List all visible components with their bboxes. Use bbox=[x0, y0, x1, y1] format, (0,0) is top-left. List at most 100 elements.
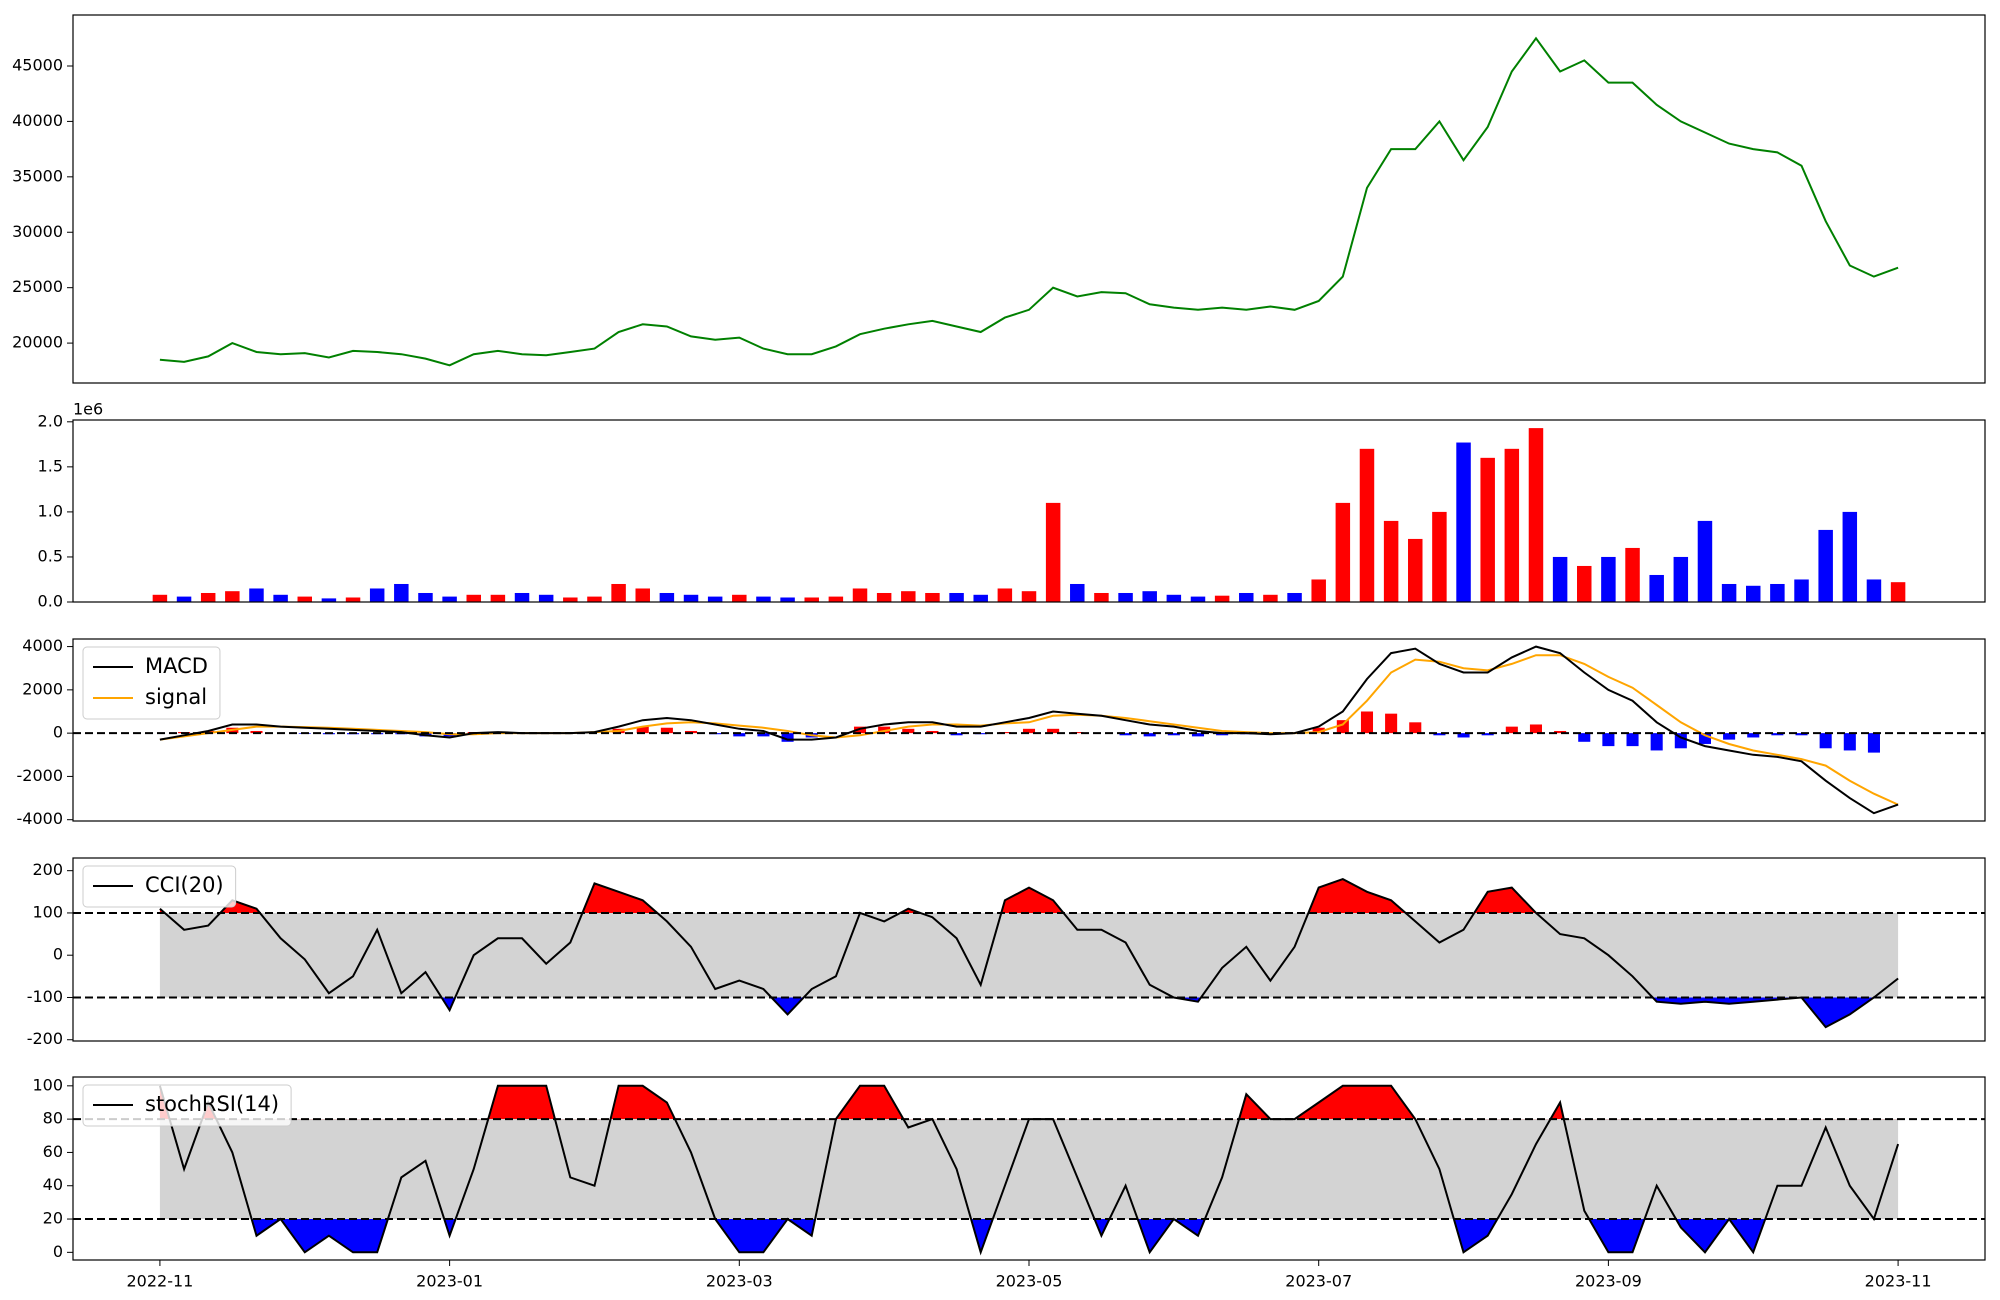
histogram-bar bbox=[757, 733, 770, 737]
histogram-bar bbox=[878, 726, 891, 734]
histogram-bar bbox=[1409, 722, 1422, 734]
y-tick-label: 0.0 bbox=[38, 592, 63, 611]
volume-bar bbox=[1214, 595, 1230, 602]
legend: stochRSI(14) bbox=[82, 1084, 292, 1127]
y-tick-label: 0 bbox=[53, 723, 63, 742]
volume-bar bbox=[587, 596, 602, 602]
volume-bar bbox=[176, 596, 192, 602]
histogram-bar bbox=[1167, 733, 1180, 736]
volume-bar bbox=[200, 592, 216, 602]
legend-box bbox=[82, 646, 221, 720]
volume-bar bbox=[1359, 448, 1375, 602]
histogram-bar bbox=[1312, 727, 1325, 734]
x-tick-label: 2023-05 bbox=[996, 1272, 1063, 1291]
y-tick-label: 0 bbox=[53, 1242, 63, 1261]
y-tick-label: -4000 bbox=[17, 809, 64, 828]
volume-bar bbox=[1239, 592, 1254, 602]
panel: 20000 25000 30000 35000 40000 45000 bbox=[12, 14, 1986, 384]
histogram-bar bbox=[660, 727, 673, 734]
y-tick-label: 2.0 bbox=[38, 411, 63, 430]
neutral-band bbox=[159, 1119, 1899, 1220]
volume-bar bbox=[369, 588, 385, 602]
histogram-bar bbox=[950, 733, 963, 736]
volume-bar bbox=[611, 583, 626, 602]
plot-frame bbox=[72, 857, 1986, 1042]
legend-box bbox=[82, 1084, 292, 1127]
volume-bar bbox=[1045, 502, 1061, 602]
volume-bar bbox=[635, 588, 650, 602]
y-tick-label: 40000 bbox=[12, 111, 63, 130]
volume-bar bbox=[273, 594, 288, 602]
volume-bar bbox=[1794, 579, 1809, 602]
panel: 0.0 0.5 1.0 1.5 2.0 1e6 bbox=[38, 400, 1986, 611]
x-tick-label: 2022-11 bbox=[126, 1272, 193, 1291]
oversold-fill bbox=[159, 1219, 1899, 1253]
histogram-bar bbox=[1047, 728, 1060, 734]
overbought-fill bbox=[159, 1085, 1899, 1120]
volume-bar bbox=[804, 597, 819, 602]
volume-bar bbox=[1649, 574, 1664, 602]
volume-bar bbox=[442, 596, 457, 602]
histogram-bar bbox=[1723, 733, 1736, 740]
overbought-fill bbox=[159, 879, 1899, 913]
volume-bar bbox=[683, 594, 699, 602]
y-tick-label: 100 bbox=[32, 1075, 63, 1094]
volume-bar bbox=[1890, 582, 1906, 602]
volume-bar bbox=[249, 588, 264, 602]
volume-bar bbox=[852, 588, 868, 602]
volume-bar bbox=[466, 594, 481, 602]
volume-bar bbox=[1504, 448, 1520, 602]
plot-frame bbox=[72, 14, 1986, 384]
volume-bar bbox=[1746, 585, 1761, 602]
y-tick-label: 2000 bbox=[22, 679, 63, 698]
series-line bbox=[159, 878, 1899, 1029]
histogram-bar bbox=[1602, 733, 1615, 747]
oversold-fill bbox=[159, 997, 1899, 1028]
y-tick-label: 4000 bbox=[22, 636, 63, 655]
y-tick-label: 20000 bbox=[12, 333, 63, 352]
histogram-bar bbox=[902, 728, 915, 734]
histogram-bar bbox=[202, 730, 215, 734]
histogram-bar bbox=[1143, 733, 1156, 737]
volume-bar bbox=[1697, 520, 1713, 602]
volume-bar bbox=[490, 594, 506, 602]
x-tick-label: 2023-09 bbox=[1575, 1272, 1642, 1291]
volume-bar bbox=[1770, 583, 1785, 602]
histogram-bar bbox=[781, 733, 794, 742]
y-tick-label: 1.5 bbox=[38, 456, 63, 475]
histogram-bar bbox=[1650, 733, 1663, 751]
legend-box bbox=[82, 865, 237, 908]
y-tick-label: 0.5 bbox=[38, 546, 63, 565]
volume-bar bbox=[1818, 529, 1833, 602]
volume-bar bbox=[901, 591, 916, 602]
volume-bar bbox=[949, 592, 964, 602]
histogram-bar bbox=[636, 726, 649, 734]
volume-bar bbox=[1625, 547, 1640, 602]
volume-bar bbox=[1456, 442, 1471, 602]
neutral-band bbox=[159, 912, 1899, 998]
histogram-bar bbox=[1795, 733, 1808, 736]
volume-bar bbox=[756, 596, 771, 602]
y-tick-label: 60 bbox=[43, 1142, 63, 1161]
y-tick-label: 25000 bbox=[12, 277, 63, 296]
volume-bar bbox=[538, 594, 554, 602]
volume-bar bbox=[973, 594, 988, 602]
volume-bar bbox=[514, 592, 530, 602]
volume-bar bbox=[225, 591, 240, 602]
histogram-bar bbox=[1771, 733, 1784, 736]
volume-bar bbox=[1577, 565, 1592, 602]
volume-bar bbox=[1721, 583, 1737, 602]
volume-bar bbox=[1263, 594, 1278, 602]
volume-bar bbox=[1142, 591, 1157, 602]
legend: MACD signal bbox=[82, 646, 221, 720]
histogram-bar bbox=[250, 730, 263, 734]
histogram-bar bbox=[1385, 713, 1398, 734]
plot-frame bbox=[72, 638, 1986, 822]
x-tick-label: 2023-03 bbox=[706, 1272, 773, 1291]
volume-bar bbox=[732, 594, 747, 602]
histogram-bar bbox=[1529, 724, 1543, 734]
histogram-bar bbox=[1119, 733, 1132, 736]
offset-label: 1e6 bbox=[73, 400, 103, 419]
y-tick-label: -100 bbox=[27, 987, 63, 1006]
